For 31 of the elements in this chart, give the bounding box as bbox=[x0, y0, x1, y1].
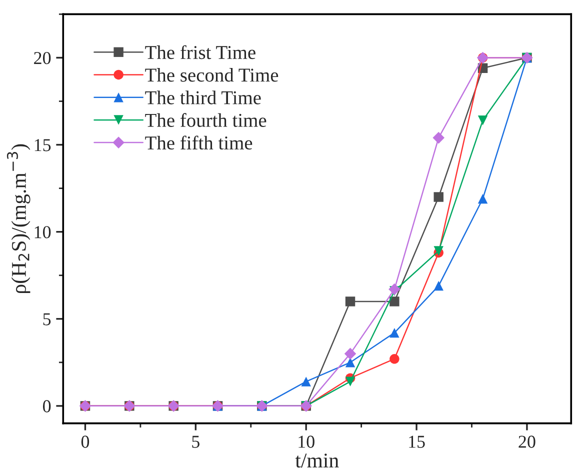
x-tick-label: 0 bbox=[81, 436, 90, 448]
point bbox=[345, 296, 356, 306]
y-axis-title: ρ(H$_{2}$S)/(mg.m$^{−3}$) bbox=[6, 144, 30, 293]
point bbox=[344, 348, 356, 360]
point bbox=[390, 296, 400, 306]
x-tick-label: 20 bbox=[518, 436, 536, 448]
x-tick-label: 15 bbox=[409, 436, 425, 448]
point bbox=[434, 280, 444, 291]
legend-label: The frist Time bbox=[145, 45, 256, 60]
x-axis-title: t/min bbox=[295, 454, 339, 468]
y-tick-label: 15 bbox=[34, 139, 51, 152]
point bbox=[432, 132, 445, 144]
legend-label: The fifth time bbox=[145, 136, 252, 150]
y-tick-label: 0 bbox=[42, 400, 51, 412]
y-tick-label: 5 bbox=[43, 313, 51, 326]
point bbox=[478, 116, 488, 126]
legend-label: The third Time bbox=[145, 90, 261, 104]
point bbox=[390, 354, 400, 364]
y-tick-label: 20 bbox=[34, 52, 51, 64]
point bbox=[434, 192, 444, 202]
point bbox=[388, 283, 400, 296]
point bbox=[301, 376, 311, 386]
point bbox=[345, 376, 356, 386]
x-tick-label: 5 bbox=[192, 436, 200, 448]
point bbox=[345, 358, 356, 368]
x-tick-label: 10 bbox=[298, 436, 314, 448]
legend-label: The second Time bbox=[145, 68, 278, 82]
point bbox=[390, 328, 400, 338]
y-tick-label: 10 bbox=[34, 226, 51, 238]
legend-label: The fourth time bbox=[145, 113, 266, 127]
point bbox=[478, 194, 488, 204]
